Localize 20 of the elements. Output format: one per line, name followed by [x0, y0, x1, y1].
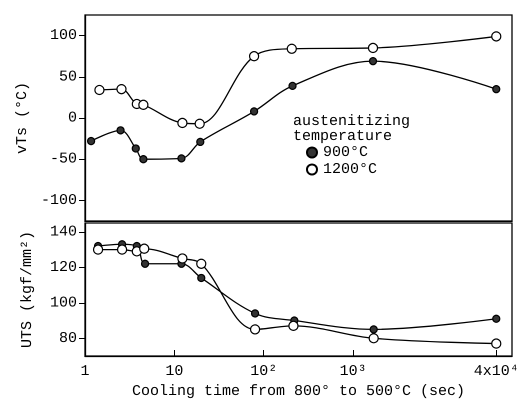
- x-tick-label: 10²: [250, 363, 278, 380]
- legend-title: austenitizing temperature: [292, 113, 410, 145]
- y-tick-label: -100: [40, 192, 77, 209]
- y-tick-label: 140: [50, 223, 77, 240]
- y-axis-title: vTs (°C): [14, 82, 32, 154]
- y-tick-label: 50: [58, 68, 77, 86]
- y-tick-label: 80: [58, 330, 77, 347]
- y-tick-label: -50: [50, 150, 77, 168]
- legend-label: 900°C: [322, 144, 368, 161]
- legend-label: 1200°C: [322, 161, 378, 178]
- x-tick-label: 4x10⁴: [474, 363, 519, 380]
- y-tick-label: 100: [50, 27, 77, 44]
- y-tick-label: 100: [50, 294, 77, 312]
- x-tick-label: 10³: [340, 363, 367, 380]
- x-tick-label: 1: [80, 363, 90, 380]
- y-tick-label: 0: [68, 110, 77, 126]
- x-axis-title: Cooling time from 800° to 500°C (sec): [132, 383, 466, 400]
- y-axis-title: UTS (kgf/mm²): [19, 230, 36, 348]
- x-tick-label: 10: [165, 363, 184, 380]
- y-tick-label: 120: [50, 258, 77, 276]
